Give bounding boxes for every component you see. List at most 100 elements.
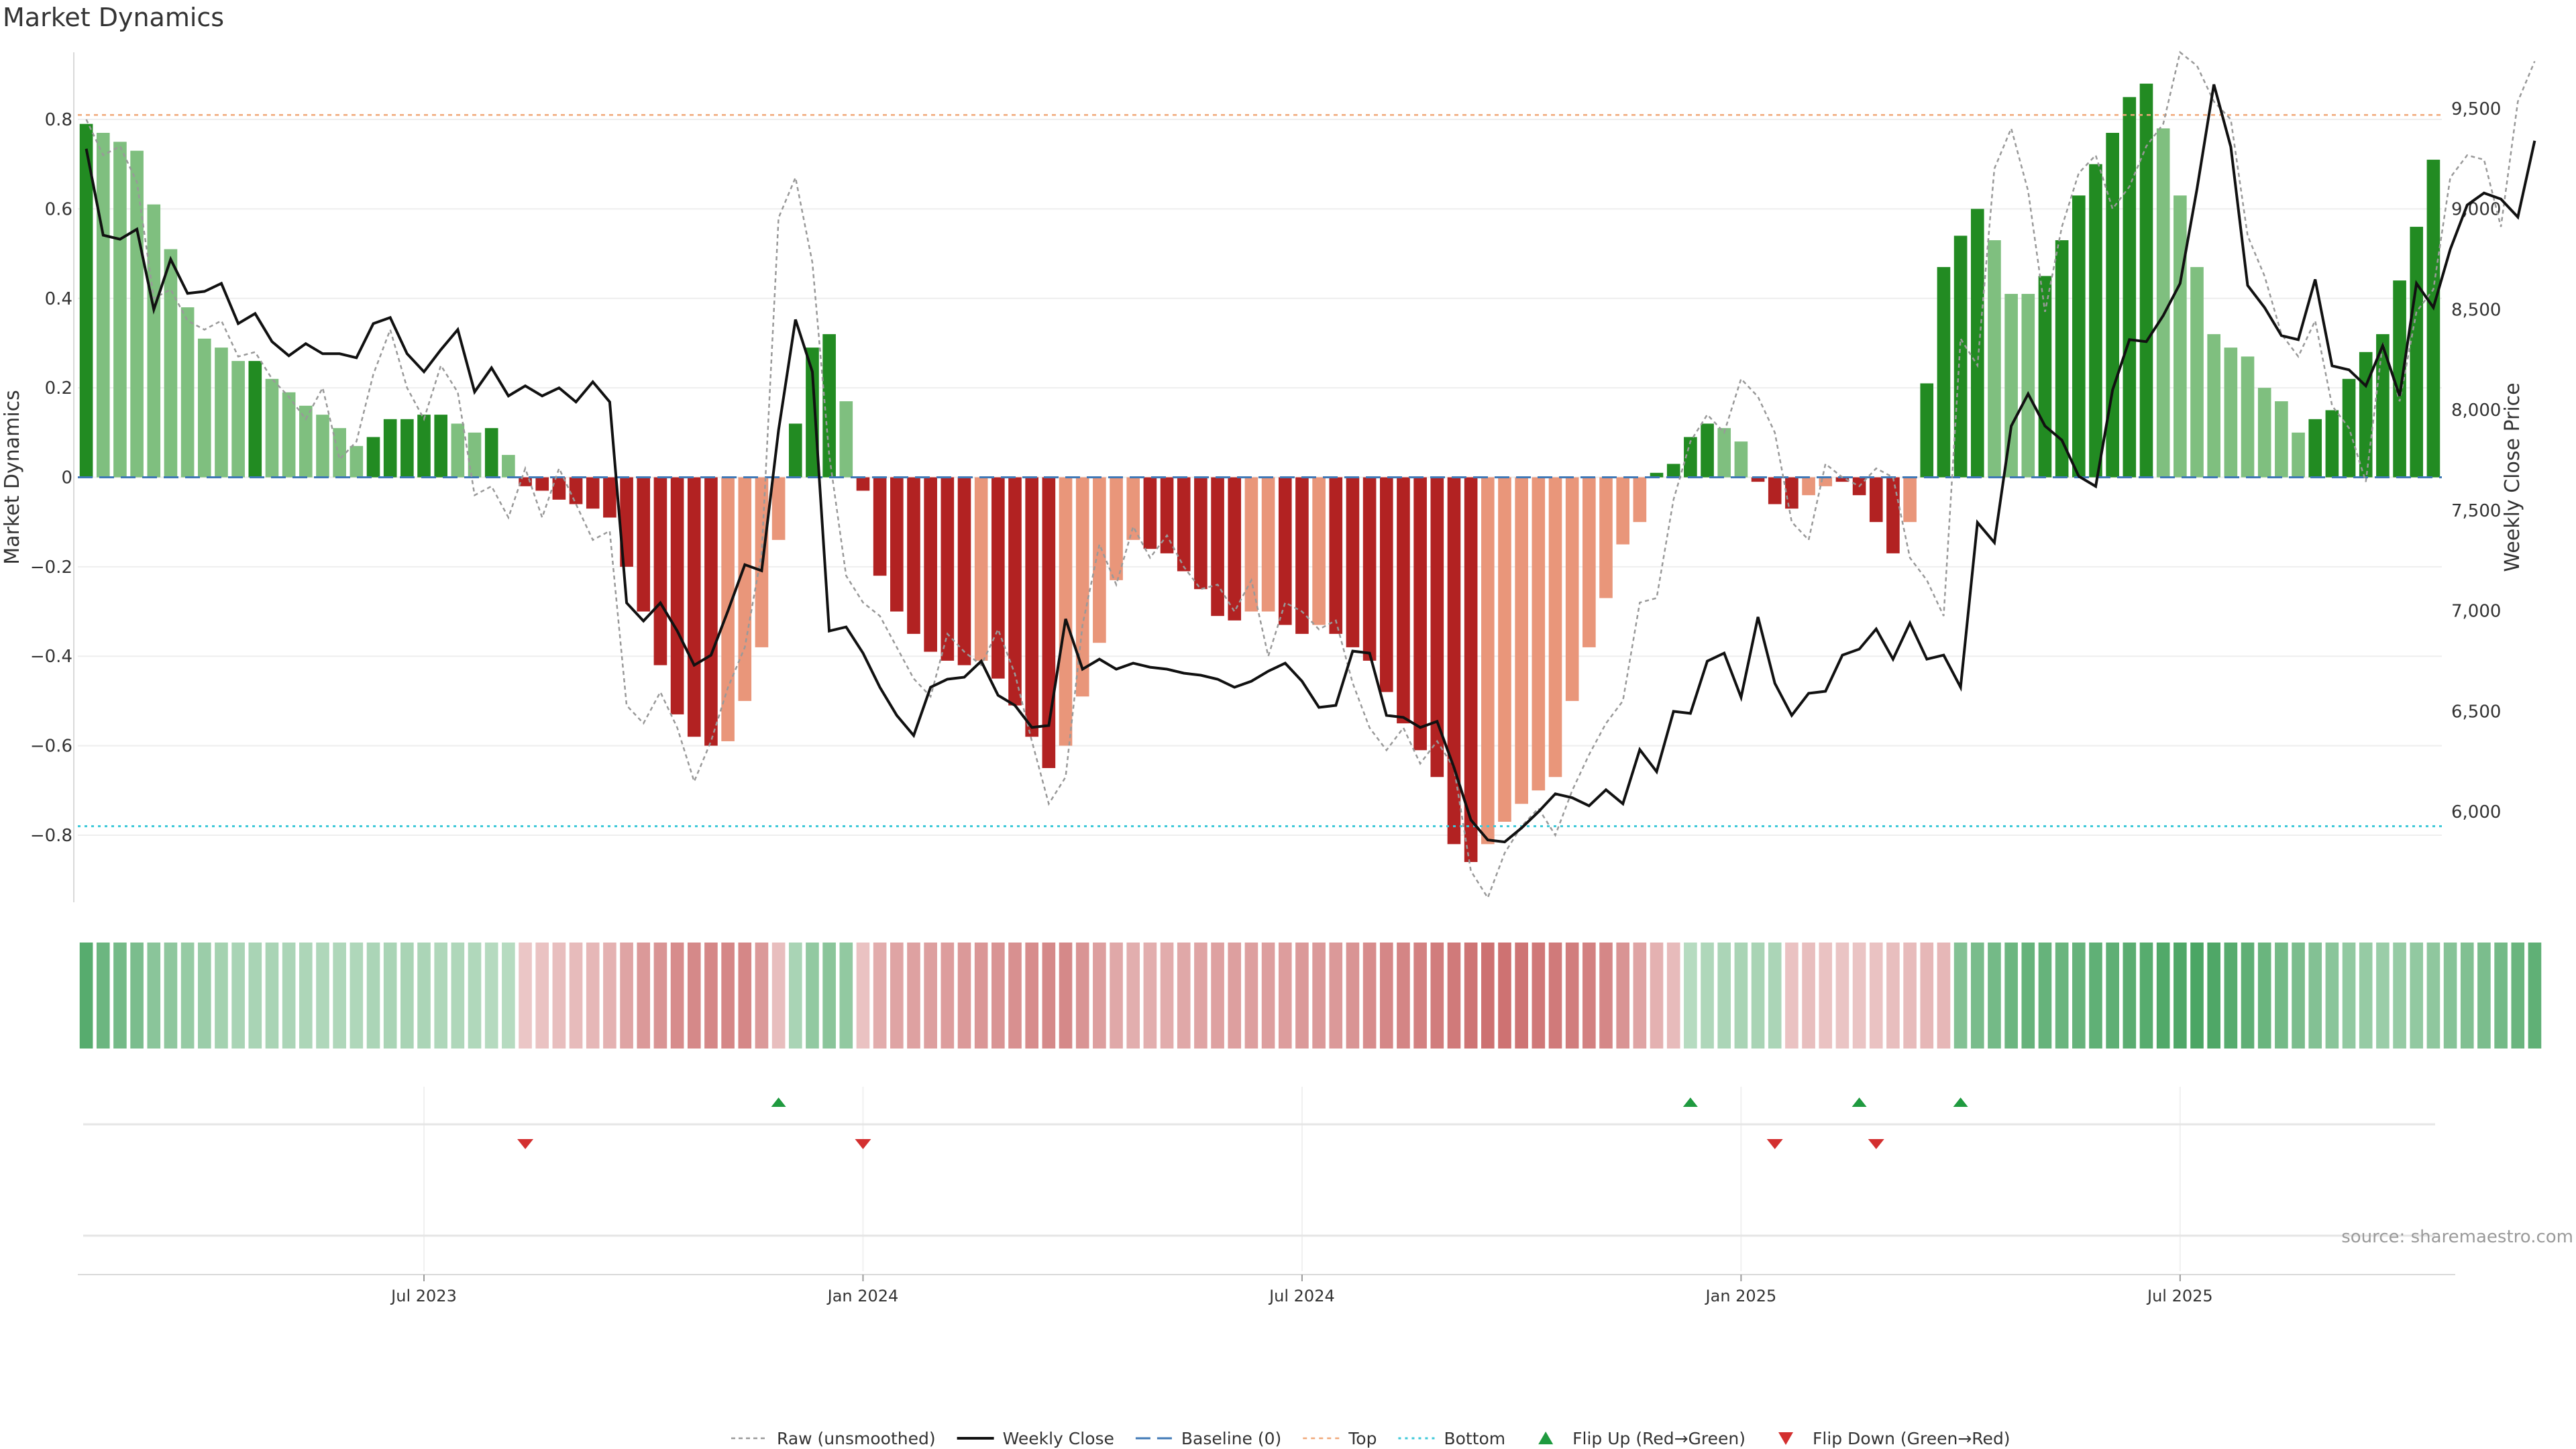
regime-strip-cell <box>991 943 1005 1049</box>
flip-up-marker <box>1953 1097 1968 1107</box>
y2-tick-label: 7,500 <box>2451 501 2501 521</box>
bar <box>1126 477 1140 540</box>
flip-down-marker <box>1766 1139 1783 1149</box>
legend-item: Flip Down (Green→Red) <box>1778 1429 2010 1448</box>
regime-strip-cell <box>1616 943 1630 1049</box>
bar <box>839 401 853 478</box>
regime-strip-cell <box>603 943 616 1049</box>
bar <box>1194 477 1208 590</box>
bar <box>670 477 684 714</box>
regime-strip-cell <box>1362 943 1377 1049</box>
y2-tick-label: 7,000 <box>2451 602 2501 622</box>
bar <box>856 477 870 491</box>
regime-strip-cell <box>1244 943 1258 1049</box>
bar <box>1464 477 1478 862</box>
bar <box>383 419 397 478</box>
bar <box>1920 383 1934 478</box>
bar <box>924 477 937 652</box>
bar <box>653 477 667 665</box>
y2-tick-label: 9,500 <box>2451 99 2501 119</box>
regime-strip-cell <box>1110 943 1123 1049</box>
bar <box>1548 477 1562 777</box>
regime-strip-cell <box>231 943 245 1049</box>
bar <box>2292 432 2305 478</box>
legend-label: Flip Down (Green→Red) <box>1813 1429 2010 1448</box>
regime-strip-cell <box>755 943 769 1049</box>
bar <box>1244 477 1258 612</box>
bar <box>299 405 313 478</box>
bar <box>704 477 718 746</box>
regime-strip-cell <box>2275 943 2288 1049</box>
regime-strip-cell <box>2174 943 2187 1049</box>
bar <box>1988 240 2001 478</box>
bar <box>1228 477 1242 621</box>
bar <box>620 477 633 567</box>
regime-strip-cell <box>1143 943 1157 1049</box>
regime-strip-cell <box>2224 943 2238 1049</box>
x-tick-label: Jan 2024 <box>826 1287 899 1305</box>
regime-strip-cell <box>434 943 448 1049</box>
regime-strip-cell <box>1228 943 1242 1049</box>
regime-strip-cell <box>468 943 482 1049</box>
bar <box>1143 477 1157 549</box>
flip-up-marker <box>1851 1097 1867 1107</box>
legend-swatch <box>1778 1432 1794 1445</box>
regime-strip-cell <box>417 943 431 1049</box>
regime-strip-cell <box>299 943 313 1049</box>
bar <box>788 423 802 478</box>
legend-item: Baseline (0) <box>1135 1429 1281 1448</box>
bar <box>2055 240 2069 478</box>
regime-strip-cell <box>1430 943 1444 1049</box>
bar <box>451 423 465 478</box>
x-tick-label: Jul 2024 <box>1268 1287 1335 1305</box>
regime-strip-cell <box>586 943 600 1049</box>
regime-strip-cell <box>957 943 971 1049</box>
bar <box>1970 209 1984 478</box>
regime-strip-cell <box>1819 943 1833 1049</box>
bar <box>1093 477 1106 643</box>
y-tick-label: 0.6 <box>45 199 72 219</box>
regime-strip-cell <box>2342 943 2356 1049</box>
regime-strip-cell <box>2443 943 2457 1049</box>
regime-strip-cell <box>2511 943 2525 1049</box>
legend-label: Baseline (0) <box>1181 1429 1281 1448</box>
regime-strip-cell <box>806 943 819 1049</box>
bar <box>1835 477 1849 482</box>
y-tick-label: −0.4 <box>30 647 72 667</box>
regime-strip-cell <box>2089 943 2102 1049</box>
bar <box>1110 477 1123 580</box>
bar <box>265 378 279 478</box>
y-tick-label: −0.8 <box>30 826 72 846</box>
regime-strip-cell <box>2021 943 2035 1049</box>
regime-strip-cell <box>366 943 380 1049</box>
bar <box>552 477 566 500</box>
bar <box>1025 477 1039 737</box>
regime-strip-cell <box>1717 943 1731 1049</box>
regime-strip-cell <box>1379 943 1393 1049</box>
legend-label: Raw (unsmoothed) <box>777 1429 936 1448</box>
legend-label: Top <box>1348 1429 1377 1448</box>
bar <box>1937 267 1951 478</box>
regime-strip-cell <box>1852 943 1866 1049</box>
regime-strip-cell <box>670 943 684 1049</box>
regime-strip-cell <box>2257 943 2271 1049</box>
regime-strip-cell <box>2477 943 2491 1049</box>
bar <box>2038 276 2052 478</box>
y-tick-label: 0.2 <box>45 378 72 398</box>
bar <box>1261 477 1275 612</box>
regime-strip-cell <box>1126 943 1140 1049</box>
regime-strip-cell <box>519 943 532 1049</box>
regime-strip-cell <box>1211 943 1224 1049</box>
regime-strip-cell <box>1312 943 1326 1049</box>
bar <box>417 415 431 478</box>
bar <box>2325 410 2339 478</box>
regime-strip-cell <box>653 943 667 1049</box>
raw-series-line <box>85 50 2536 900</box>
bar <box>248 361 262 478</box>
y-tick-label: −0.6 <box>30 737 72 757</box>
bar <box>2089 164 2102 478</box>
y-axis-label: Market Dynamics <box>1 390 24 565</box>
regime-strip-cell <box>535 943 549 1049</box>
bar <box>535 477 549 491</box>
